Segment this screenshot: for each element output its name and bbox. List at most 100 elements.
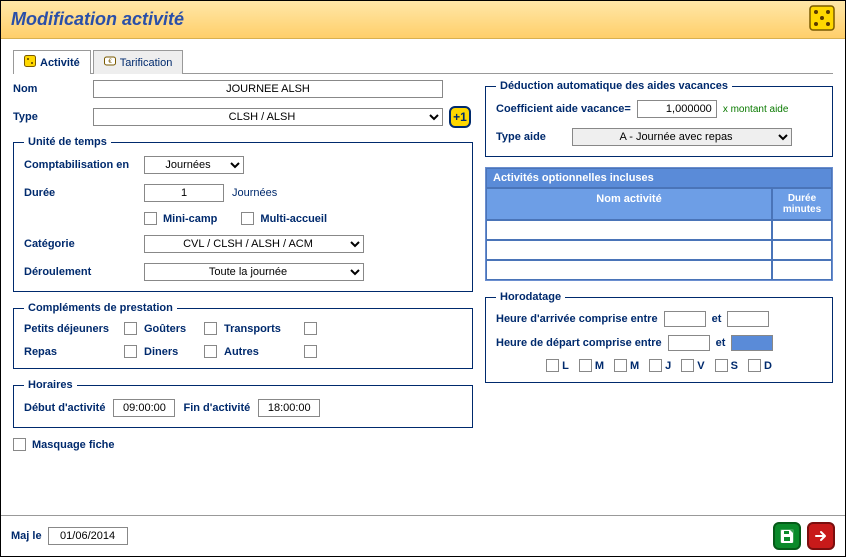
checkbox-icon bbox=[614, 359, 627, 372]
petitsdej-label: Petits déjeuners bbox=[24, 323, 124, 335]
repas-label: Repas bbox=[24, 346, 124, 358]
deroulement-select[interactable]: Toute la journée bbox=[144, 263, 364, 281]
day-label: L bbox=[562, 360, 569, 372]
nom-label: Nom bbox=[13, 83, 93, 95]
type-select[interactable]: CLSH / ALSH bbox=[93, 108, 443, 126]
arrivee-from-input[interactable] bbox=[664, 311, 706, 327]
row-typeaide: Type aide A - Journée avec repas bbox=[496, 128, 822, 146]
optionnelles-header: Nom activité Durée minutes bbox=[486, 188, 832, 220]
deduction-legend: Déduction automatique des aides vacances bbox=[496, 80, 732, 92]
gouters-label: Goûters bbox=[144, 323, 204, 335]
checkbox-icon bbox=[748, 359, 761, 372]
tab-tarification-label: Tarification bbox=[120, 57, 173, 69]
row-type: Type CLSH / ALSH +1 bbox=[13, 106, 473, 128]
coef-input[interactable] bbox=[637, 100, 717, 118]
footer-buttons bbox=[773, 522, 835, 550]
autres-check[interactable] bbox=[304, 345, 317, 358]
day-j[interactable]: J bbox=[649, 359, 671, 372]
fieldset-complements: Compléments de prestation Petits déjeune… bbox=[13, 302, 473, 369]
day-s[interactable]: S bbox=[715, 359, 738, 372]
categorie-select[interactable]: CVL / CLSH / ALSH / ACM bbox=[144, 235, 364, 253]
et-label-2: et bbox=[716, 337, 726, 349]
arrivee-to-input[interactable] bbox=[727, 311, 769, 327]
left-column: Nom Type CLSH / ALSH +1 Unité de temps C… bbox=[13, 80, 473, 451]
header-bar: Modification activité bbox=[1, 1, 845, 39]
maj-input[interactable] bbox=[48, 527, 128, 545]
repas-check[interactable] bbox=[124, 345, 137, 358]
day-v[interactable]: V bbox=[681, 359, 704, 372]
checkbox-icon bbox=[715, 359, 728, 372]
tab-activite-label: Activité bbox=[40, 57, 80, 69]
diners-check[interactable] bbox=[204, 345, 217, 358]
cell-duree bbox=[772, 240, 832, 260]
checkbox-icon bbox=[546, 359, 559, 372]
duree-input[interactable] bbox=[144, 184, 224, 202]
coef-label: Coefficient aide vacance= bbox=[496, 103, 631, 115]
arrivee-label: Heure d'arrivée comprise entre bbox=[496, 313, 658, 325]
tab-tarification[interactable]: € Tarification bbox=[93, 50, 184, 74]
fin-label: Fin d'activité bbox=[183, 402, 250, 414]
masquage-label: Masquage fiche bbox=[32, 439, 115, 451]
close-button[interactable] bbox=[807, 522, 835, 550]
row-nom: Nom bbox=[13, 80, 473, 98]
exit-arrow-icon bbox=[814, 529, 828, 543]
maj-label: Maj le bbox=[11, 530, 42, 542]
maj-wrap: Maj le bbox=[11, 527, 128, 545]
fieldset-unite: Unité de temps Comptabilisation en Journ… bbox=[13, 136, 473, 292]
cell-nom bbox=[486, 240, 772, 260]
fieldset-deduction: Déduction automatique des aides vacances… bbox=[485, 80, 833, 157]
col-nom-activite: Nom activité bbox=[486, 188, 772, 220]
minicamp-label: Mini-camp bbox=[163, 213, 217, 225]
typeaide-select[interactable]: A - Journée avec repas bbox=[572, 128, 792, 146]
day-l[interactable]: L bbox=[546, 359, 569, 372]
type-label: Type bbox=[13, 111, 93, 123]
depart-from-input[interactable] bbox=[668, 335, 710, 351]
masquage-check[interactable] bbox=[13, 438, 26, 451]
deroulement-label: Déroulement bbox=[24, 266, 144, 278]
table-row[interactable] bbox=[486, 240, 832, 260]
categorie-label: Catégorie bbox=[24, 238, 144, 250]
duree-unit: Journées bbox=[232, 187, 277, 199]
col-duree-minutes: Durée minutes bbox=[772, 188, 832, 220]
fin-input[interactable] bbox=[258, 399, 320, 417]
unite-legend: Unité de temps bbox=[24, 136, 111, 148]
et-label: et bbox=[712, 313, 722, 325]
debut-input[interactable] bbox=[113, 399, 175, 417]
checkbox-icon bbox=[579, 359, 592, 372]
typeaide-label: Type aide bbox=[496, 131, 566, 143]
row-deroulement: Déroulement Toute la journée bbox=[24, 263, 462, 281]
cell-duree bbox=[772, 220, 832, 240]
save-button[interactable] bbox=[773, 522, 801, 550]
compta-select[interactable]: Journées bbox=[144, 156, 244, 174]
table-row[interactable] bbox=[486, 260, 832, 280]
days-row: L M M J V S D bbox=[496, 359, 822, 372]
day-d[interactable]: D bbox=[748, 359, 772, 372]
tab-activite[interactable]: Activité bbox=[13, 50, 91, 74]
horaires-row: Début d'activité Fin d'activité bbox=[24, 399, 462, 417]
multiaccueil-check[interactable]: Multi-accueil bbox=[241, 212, 327, 225]
diners-label: Diners bbox=[144, 346, 204, 358]
add-type-button[interactable]: +1 bbox=[449, 106, 471, 128]
gouters-check[interactable] bbox=[204, 322, 217, 335]
nom-input[interactable] bbox=[93, 80, 443, 98]
content: Activité € Tarification Nom Type CLSH / … bbox=[1, 39, 845, 451]
dice-small-icon bbox=[24, 55, 36, 70]
day-label: D bbox=[764, 360, 772, 372]
checkbox-icon bbox=[649, 359, 662, 372]
multiaccueil-label: Multi-accueil bbox=[260, 213, 327, 225]
minicamp-check[interactable]: Mini-camp bbox=[144, 212, 217, 225]
cell-nom bbox=[486, 260, 772, 280]
transports-check[interactable] bbox=[304, 322, 317, 335]
optionnelles-title: Activités optionnelles incluses bbox=[486, 168, 832, 188]
day-m1[interactable]: M bbox=[579, 359, 604, 372]
row-minicamp: Mini-camp Multi-accueil bbox=[144, 212, 462, 225]
page-title: Modification activité bbox=[11, 9, 184, 30]
cell-duree bbox=[772, 260, 832, 280]
depart-to-input[interactable] bbox=[731, 335, 773, 351]
horodatage-legend: Horodatage bbox=[496, 291, 565, 303]
table-row[interactable] bbox=[486, 220, 832, 240]
petitsdej-check[interactable] bbox=[124, 322, 137, 335]
complements-grid: Petits déjeuners Goûters Transports Repa… bbox=[24, 322, 462, 358]
day-m2[interactable]: M bbox=[614, 359, 639, 372]
duree-label: Durée bbox=[24, 187, 144, 199]
